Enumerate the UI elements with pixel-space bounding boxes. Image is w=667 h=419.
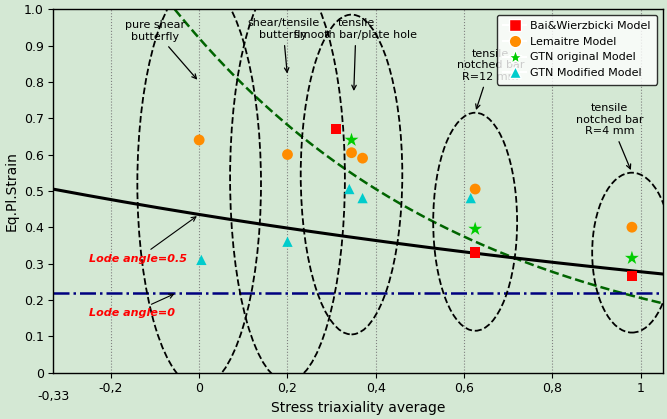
Text: tensile
smooth bar/plate hole: tensile smooth bar/plate hole (294, 18, 418, 90)
Point (470, 226, 480, 233)
Point (346, 149, 357, 156)
Point (358, 155, 368, 161)
Y-axis label: Eq.Pl.Strain: Eq.Pl.Strain (4, 151, 18, 231)
Point (331, 126, 342, 132)
Text: Lode angle=0: Lode angle=0 (89, 294, 175, 318)
Point (282, 238, 293, 245)
Text: pure shear
butterfly: pure shear butterfly (125, 20, 196, 79)
Point (626, 255, 637, 261)
Point (344, 186, 355, 192)
Text: Lode angle=1: Lode angle=1 (0, 418, 1, 419)
Point (470, 249, 480, 256)
Point (282, 151, 293, 158)
Text: Lode angle=0.5: Lode angle=0.5 (89, 217, 196, 264)
Text: tensile
notched bar
R=4 mm: tensile notched bar R=4 mm (576, 103, 644, 169)
Text: -0,33: -0,33 (37, 390, 69, 403)
Point (358, 195, 368, 202)
Text: shear/tensile
butterfly: shear/tensile butterfly (247, 18, 319, 72)
Point (466, 195, 476, 202)
Legend: Bai&Wierzbicki Model, Lemaitre Model, GTN original Model, GTN Modified Model: Bai&Wierzbicki Model, Lemaitre Model, GT… (497, 15, 657, 85)
Point (196, 256, 207, 263)
Point (626, 224, 637, 230)
Point (194, 137, 205, 143)
Point (626, 273, 637, 279)
Text: tensile
notched bar
R=12 mm: tensile notched bar R=12 mm (457, 49, 524, 109)
Point (346, 137, 357, 143)
Point (470, 186, 480, 192)
X-axis label: Stress triaxiality average: Stress triaxiality average (271, 401, 446, 415)
